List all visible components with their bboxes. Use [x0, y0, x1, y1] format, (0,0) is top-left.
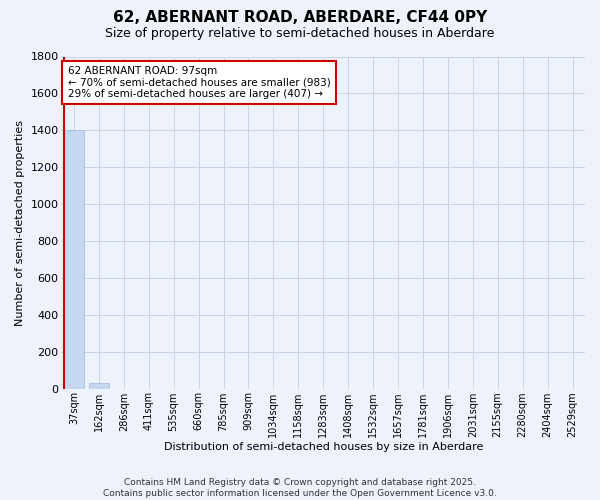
- Text: 62 ABERNANT ROAD: 97sqm
← 70% of semi-detached houses are smaller (983)
29% of s: 62 ABERNANT ROAD: 97sqm ← 70% of semi-de…: [68, 66, 331, 99]
- Text: Size of property relative to semi-detached houses in Aberdare: Size of property relative to semi-detach…: [106, 28, 494, 40]
- Bar: [89, 383, 109, 388]
- Bar: [64, 130, 84, 388]
- Text: 62, ABERNANT ROAD, ABERDARE, CF44 0PY: 62, ABERNANT ROAD, ABERDARE, CF44 0PY: [113, 10, 487, 25]
- Text: Contains HM Land Registry data © Crown copyright and database right 2025.
Contai: Contains HM Land Registry data © Crown c…: [103, 478, 497, 498]
- Y-axis label: Number of semi-detached properties: Number of semi-detached properties: [15, 120, 25, 326]
- X-axis label: Distribution of semi-detached houses by size in Aberdare: Distribution of semi-detached houses by …: [164, 442, 483, 452]
